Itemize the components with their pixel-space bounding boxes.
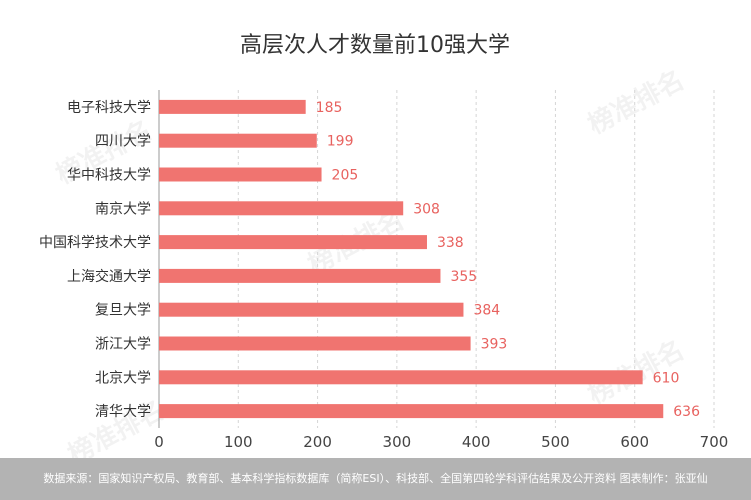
data-label: 308	[413, 201, 440, 217]
category-label: 浙江大学	[95, 337, 151, 353]
bar	[159, 133, 317, 148]
category-label: 清华大学	[95, 404, 151, 420]
category-label: 南京大学	[95, 201, 151, 217]
chart-title: 高层次人才数量前10强大学	[240, 33, 510, 58]
data-label: 355	[450, 269, 477, 285]
bar	[159, 201, 404, 216]
data-label: 393	[481, 337, 508, 353]
value-labels: 185 199 205 308 338 355 384 393 610 636	[316, 100, 700, 420]
data-label: 384	[473, 303, 500, 319]
data-label: 185	[316, 100, 343, 116]
bar	[159, 336, 471, 351]
data-label: 338	[437, 235, 464, 251]
x-axis-ticks: 0 100 200 300 400 500 600 700	[154, 433, 728, 451]
data-label: 205	[332, 168, 359, 184]
bar	[159, 302, 464, 317]
data-label: 199	[327, 134, 354, 150]
category-label: 电子科技大学	[67, 100, 151, 116]
bar	[159, 404, 664, 419]
category-label: 北京大学	[95, 370, 151, 386]
data-label: 610	[653, 370, 680, 386]
x-tick-label: 700	[700, 433, 729, 451]
bar	[159, 370, 643, 385]
x-tick-label: 100	[224, 433, 253, 451]
bar	[159, 268, 441, 283]
category-labels: 电子科技大学四川大学华中科技大学南京大学中国科学技术大学上海交通大学复旦大学浙江…	[39, 100, 151, 420]
bars	[159, 99, 664, 419]
bar	[159, 235, 427, 250]
x-tick-label: 200	[303, 433, 332, 451]
category-label: 华中科技大学	[67, 168, 151, 184]
category-label: 四川大学	[95, 134, 151, 150]
watermark-text: 榜准排名	[583, 64, 689, 140]
footer-source: 数据来源：国家知识产权局、教育部、基本科学指标数据库（简称ESI）、科技部、全国…	[0, 458, 751, 500]
bar-chart: 高层次人才数量前10强大学 榜准排名榜准排名榜准排名榜准排名榜准排名 电子科技大…	[39, 33, 728, 458]
x-tick-label: 400	[462, 433, 491, 451]
category-label: 复旦大学	[95, 302, 151, 319]
bar	[159, 167, 322, 182]
x-tick-label: 0	[154, 433, 164, 451]
x-tick-label: 600	[620, 433, 649, 451]
bar	[159, 99, 306, 114]
data-label: 636	[673, 404, 700, 420]
category-label: 上海交通大学	[67, 268, 151, 285]
x-tick-label: 500	[541, 433, 570, 451]
category-label: 中国科学技术大学	[39, 235, 151, 251]
x-tick-label: 300	[383, 433, 412, 451]
watermarks: 榜准排名榜准排名榜准排名榜准排名榜准排名	[51, 64, 689, 458]
